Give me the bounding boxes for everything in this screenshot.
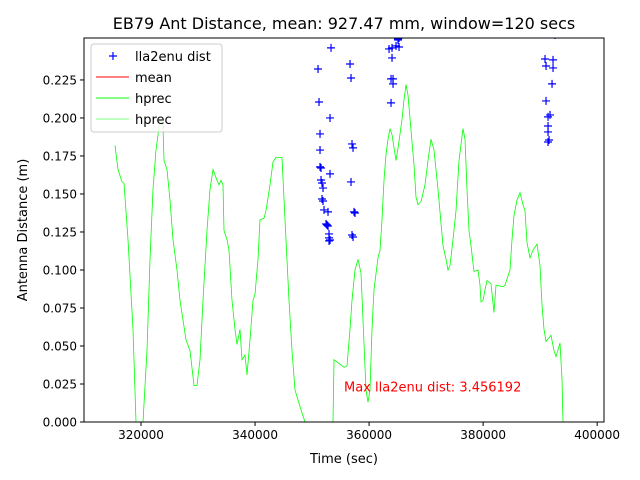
legend: lla2enu dist mean hprec hprec — [90, 43, 223, 133]
lla2enu-point — [324, 207, 333, 216]
lla2enu-point — [325, 236, 334, 245]
lla2enu-point — [395, 42, 404, 51]
hprec-line — [114, 84, 564, 422]
legend-box — [90, 43, 223, 133]
legend-plus-icon — [109, 52, 117, 60]
lla2enu-point — [394, 38, 403, 43]
lla2enu-point — [316, 146, 325, 155]
lla2enu-point — [318, 194, 327, 203]
lla2enu-point — [327, 43, 336, 52]
lla2enu-point — [542, 61, 551, 70]
y-tick-label: 0.050 — [43, 339, 77, 353]
lla2enu-point — [545, 136, 554, 145]
lla2enu-point — [348, 139, 357, 148]
lla2enu-point — [544, 112, 553, 121]
y-tick-label: 0.075 — [43, 301, 77, 315]
y-tick-label: 0.025 — [43, 377, 77, 391]
max-distance-annotation: Max lla2enu dist: 3.456192 — [344, 381, 521, 396]
lla2enu-point — [347, 73, 356, 82]
lla2enu-point — [314, 65, 323, 74]
lla2enu-point — [349, 232, 358, 241]
lla2enu-point — [319, 184, 328, 193]
plot-area — [114, 38, 564, 422]
y-tick-label: 0.200 — [43, 111, 77, 125]
lla2enu-point — [549, 63, 558, 72]
axis-ticks: 320000 340000 360000 380000 400000 0.000 0.025… — [43, 73, 620, 442]
y-tick-label: 0.150 — [43, 187, 77, 201]
lla2enu-point — [318, 179, 327, 188]
lla2enu-point — [388, 53, 397, 62]
lla2enu-point — [548, 79, 557, 88]
chart-title: EB79 Ant Distance, mean: 927.47 mm, wind… — [113, 14, 575, 33]
lla2enu-point — [324, 222, 333, 231]
lla2enu-point — [349, 143, 358, 152]
lla2enu-point — [350, 207, 359, 216]
x-tick-label: 380000 — [460, 428, 506, 442]
lla2enu-point — [395, 38, 404, 42]
lla2enu-point — [316, 162, 325, 171]
lla2enu-point — [544, 137, 553, 146]
y-tick-label: 0.175 — [43, 149, 77, 163]
lla2enu-point — [388, 43, 397, 52]
y-axis-label: Antenna Distance (m) — [16, 159, 31, 302]
lla2enu-point — [541, 54, 550, 63]
legend-label: mean — [135, 71, 172, 86]
x-tick-label: 320000 — [118, 428, 164, 442]
lla2enu-point — [323, 220, 332, 229]
lla2enu-point — [544, 127, 553, 136]
legend-label: hprec — [135, 92, 172, 107]
lla2enu-point — [315, 98, 324, 106]
lla2enu-point — [319, 196, 328, 205]
lla2enu-point — [351, 208, 360, 217]
lla2enu-point — [317, 163, 326, 172]
legend-label: lla2enu dist — [135, 50, 211, 65]
x-tick-label: 400000 — [574, 428, 620, 442]
lla2enu-point — [326, 113, 335, 122]
lla2enu-point — [347, 177, 356, 186]
lla2enu-point — [542, 96, 551, 105]
y-tick-label: 0.000 — [43, 416, 77, 430]
x-tick-label: 360000 — [346, 428, 392, 442]
y-tick-label: 0.225 — [43, 73, 77, 87]
legend-label: hprec — [135, 113, 172, 128]
lla2enu-point — [346, 59, 355, 68]
y-tick-label: 0.125 — [43, 225, 77, 239]
lla2enu-point — [389, 79, 398, 88]
x-axis-label: Time (sec) — [309, 452, 378, 467]
y-tick-label: 0.100 — [43, 263, 77, 277]
axes-frame — [83, 37, 605, 423]
x-tick-label: 340000 — [232, 428, 278, 442]
lla2enu-point — [320, 205, 329, 214]
lla2enu-point — [387, 98, 396, 107]
lla2enu-point — [549, 55, 558, 64]
lla2enu-point — [348, 231, 357, 240]
lla2enu-point — [326, 169, 335, 178]
lla2enu-point — [326, 236, 335, 245]
lla2enu-point — [546, 110, 555, 119]
lla2enu-point — [316, 129, 325, 138]
